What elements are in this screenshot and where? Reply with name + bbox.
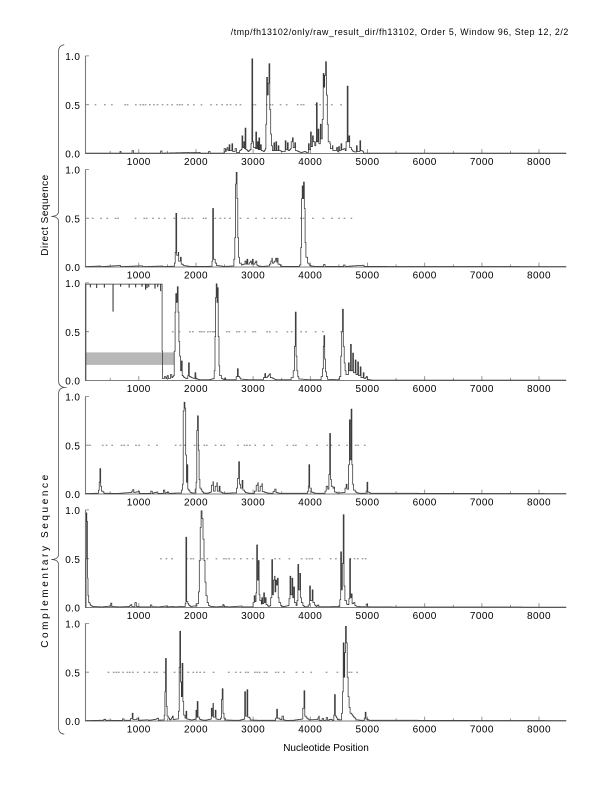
svg-text:4000: 4000 (298, 498, 322, 509)
svg-text:8000: 8000 (527, 725, 551, 736)
svg-text:4000: 4000 (298, 611, 322, 622)
svg-text:1.0: 1.0 (65, 620, 80, 631)
svg-text:3000: 3000 (241, 611, 265, 622)
svg-text:4000: 4000 (298, 725, 322, 736)
svg-text:5000: 5000 (355, 611, 379, 622)
svg-text:0.5: 0.5 (65, 101, 80, 112)
svg-text:7000: 7000 (470, 384, 494, 395)
svg-text:2000: 2000 (184, 498, 208, 509)
svg-text:0.0: 0.0 (65, 717, 80, 728)
svg-text:8000: 8000 (527, 498, 551, 509)
svg-text:7000: 7000 (470, 611, 494, 622)
svg-text:Complementary Sequence: Complementary Sequence (40, 472, 51, 648)
svg-text:8000: 8000 (527, 271, 551, 282)
svg-text:2000: 2000 (184, 157, 208, 168)
svg-text:6000: 6000 (413, 384, 437, 395)
svg-text:/tmp/fh13102/only/raw_result_d: /tmp/fh13102/only/raw_result_dir/fh13102… (231, 27, 569, 37)
svg-text:4000: 4000 (298, 157, 322, 168)
svg-text:1000: 1000 (127, 271, 151, 282)
svg-text:1.0: 1.0 (65, 52, 80, 63)
svg-text:1.0: 1.0 (65, 506, 80, 517)
svg-text:2000: 2000 (184, 271, 208, 282)
svg-text:0.0: 0.0 (65, 263, 80, 274)
svg-text:5000: 5000 (355, 725, 379, 736)
svg-text:6000: 6000 (413, 271, 437, 282)
svg-text:6000: 6000 (413, 157, 437, 168)
svg-text:Nucleotide Position: Nucleotide Position (283, 743, 369, 754)
svg-text:3000: 3000 (241, 271, 265, 282)
svg-text:6000: 6000 (413, 725, 437, 736)
svg-text:6000: 6000 (413, 498, 437, 509)
svg-text:1000: 1000 (127, 384, 151, 395)
svg-text:0.5: 0.5 (65, 328, 80, 339)
svg-text:1.0: 1.0 (65, 279, 80, 290)
svg-text:0.0: 0.0 (65, 604, 80, 615)
svg-text:4000: 4000 (298, 271, 322, 282)
svg-text:0.5: 0.5 (65, 214, 80, 225)
svg-text:7000: 7000 (470, 725, 494, 736)
svg-text:8000: 8000 (527, 384, 551, 395)
svg-text:6000: 6000 (413, 611, 437, 622)
svg-text:1000: 1000 (127, 611, 151, 622)
svg-text:7000: 7000 (470, 271, 494, 282)
svg-text:0.0: 0.0 (65, 150, 80, 161)
svg-text:0.5: 0.5 (65, 441, 80, 452)
svg-text:8000: 8000 (527, 157, 551, 168)
svg-text:3000: 3000 (241, 384, 265, 395)
svg-text:5000: 5000 (355, 498, 379, 509)
svg-text:5000: 5000 (355, 384, 379, 395)
svg-text:0.0: 0.0 (65, 377, 80, 388)
svg-text:3000: 3000 (241, 157, 265, 168)
svg-text:0.5: 0.5 (65, 555, 80, 566)
svg-text:5000: 5000 (355, 157, 379, 168)
svg-text:2000: 2000 (184, 611, 208, 622)
svg-text:8000: 8000 (527, 611, 551, 622)
svg-text:2000: 2000 (184, 384, 208, 395)
svg-text:2000: 2000 (184, 725, 208, 736)
svg-text:1000: 1000 (127, 725, 151, 736)
svg-text:7000: 7000 (470, 157, 494, 168)
svg-text:0.5: 0.5 (65, 668, 80, 679)
svg-text:Direct Sequence: Direct Sequence (40, 174, 51, 255)
svg-text:1000: 1000 (127, 498, 151, 509)
svg-text:1000: 1000 (127, 157, 151, 168)
svg-text:3000: 3000 (241, 725, 265, 736)
svg-text:1.0: 1.0 (65, 393, 80, 404)
svg-text:0.0: 0.0 (65, 490, 80, 501)
svg-text:3000: 3000 (241, 498, 265, 509)
svg-text:1.0: 1.0 (65, 166, 80, 177)
svg-text:5000: 5000 (355, 271, 379, 282)
svg-text:4000: 4000 (298, 384, 322, 395)
svg-text:7000: 7000 (470, 498, 494, 509)
